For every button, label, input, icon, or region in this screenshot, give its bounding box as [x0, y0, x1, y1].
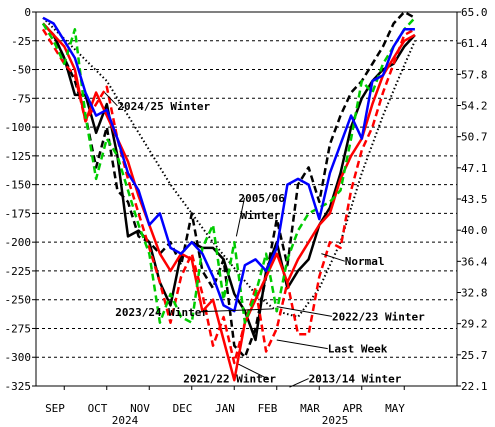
y2-tick-label: 29.2 [461, 318, 488, 331]
y2-tick-label: 65.0 [461, 6, 488, 19]
plot-frame [35, 11, 458, 387]
y2-tick-label: 25.7 [461, 349, 488, 362]
x-tick-label: SEP [45, 402, 65, 415]
annotation-label: 2013/14 Winter [309, 373, 402, 386]
y-tick-label: -200 [5, 236, 32, 249]
x-tick-label: OCT [88, 402, 108, 415]
y-tick-label: -175 [5, 207, 32, 220]
annotation-label: Last Week [328, 343, 388, 356]
annotation-label: Winter [241, 209, 281, 222]
y-tick-label: -250 [5, 294, 32, 307]
x-tick-label: DEC [173, 402, 193, 415]
y-tick-label: -150 [5, 179, 32, 192]
annotation-label: 2024/25 Winter [117, 100, 210, 113]
x-tick-label: MAR [300, 402, 320, 415]
callout-line [321, 253, 345, 262]
x-tick-label: FEB [258, 402, 278, 415]
callout-layer [104, 92, 345, 388]
y-tick-label: -125 [5, 150, 32, 163]
series-line [41, 16, 416, 324]
annotation-label: 2023/24 Winter [115, 306, 208, 319]
x-year-label: 2025 [322, 414, 349, 427]
y-tick-label: -75 [11, 92, 31, 105]
x-tick-label: MAY [385, 402, 405, 415]
y2-tick-label: 32.8 [461, 287, 488, 300]
y2-tick-label: 61.4 [461, 37, 488, 50]
callout-line [276, 339, 328, 350]
y2-tick-label: 43.5 [461, 193, 488, 206]
series-line [42, 16, 415, 313]
annotation-label: 2005/06 [239, 192, 286, 205]
y-tick-label: -275 [5, 322, 32, 335]
y2-tick-label: 40.0 [461, 224, 488, 237]
y2-tick-label: 36.4 [461, 255, 488, 268]
x-tick-label: JAN [215, 402, 235, 415]
y2-tick-label: 54.2 [461, 100, 488, 113]
series-line [41, 28, 416, 365]
y-tick-label: -100 [5, 121, 32, 134]
callout-line [276, 306, 333, 317]
y-tick-label: 0 [24, 6, 31, 19]
series-line [42, 22, 416, 382]
y-tick-label: -300 [5, 351, 32, 364]
callout-line [199, 308, 273, 313]
y-tick-label: -325 [5, 380, 32, 393]
callout-line [104, 92, 118, 107]
series-layer [41, 10, 416, 382]
annotation-label: 2022/23 Winter [332, 310, 425, 323]
x-tick-label: APR [343, 402, 363, 415]
x-year-label: 2024 [112, 414, 139, 427]
y-tick-label: -25 [11, 35, 31, 48]
annotation-label: Normal [345, 255, 385, 268]
axis-layer [32, 11, 461, 390]
y2-tick-label: 22.1 [461, 380, 488, 393]
annotation-label: 2021/22 Winter [183, 373, 276, 386]
callout-line [238, 363, 268, 379]
callout-line [235, 197, 245, 237]
y2-tick-label: 57.8 [461, 68, 488, 81]
callout-line [289, 378, 309, 388]
label-layer: 0 -25 -50 -75 -100 -125 -150 -175 -200 -225 -250 -2… [5, 6, 488, 427]
y2-tick-label: 50.7 [461, 131, 488, 144]
y-tick-label: -50 [11, 64, 31, 77]
x-tick-label: NOV [130, 402, 150, 415]
series-line [42, 10, 416, 359]
y2-tick-label: 47.1 [461, 162, 488, 175]
y-tick-label: -225 [5, 265, 32, 278]
